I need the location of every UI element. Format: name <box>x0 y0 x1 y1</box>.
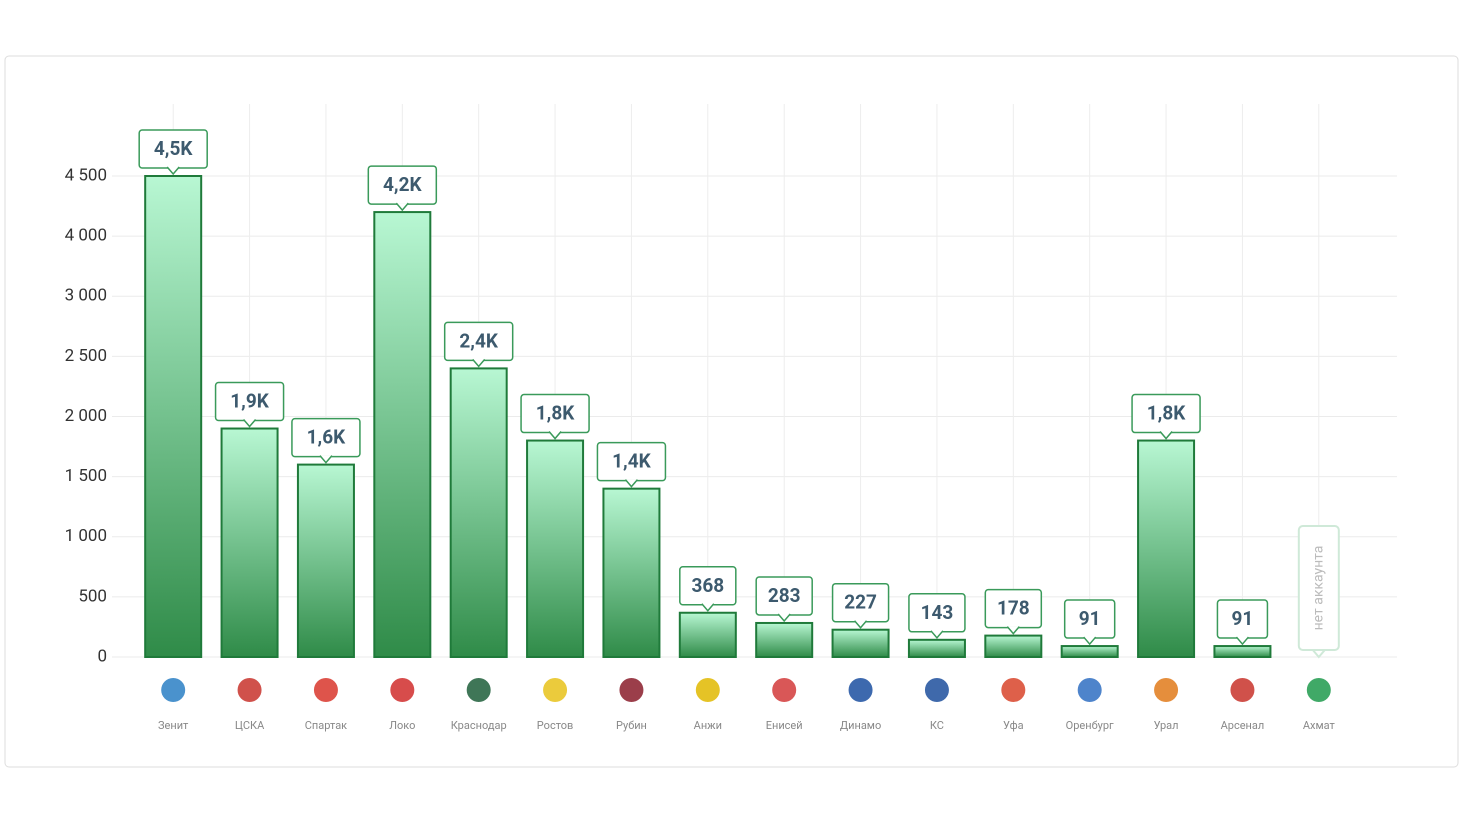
value-label-pointer <box>319 455 333 464</box>
team-logo <box>848 678 873 702</box>
value-label-pointer <box>472 358 486 368</box>
y-tick-label: 0 <box>97 646 107 666</box>
y-tick-label: 3 000 <box>65 286 107 306</box>
value-label-pointer <box>166 166 180 176</box>
value-label-pointer <box>1235 636 1250 646</box>
y-tick-label: 1 500 <box>65 466 107 486</box>
team-logo <box>237 678 262 702</box>
x-tick-label: Локо <box>389 719 415 732</box>
annotation-pointer <box>1310 649 1327 659</box>
value-label: 1,6K <box>307 426 346 449</box>
bar <box>907 638 966 659</box>
bar <box>220 427 279 658</box>
x-tick-label: Рубин <box>616 719 647 732</box>
annotation: нет аккаунта <box>1297 525 1340 659</box>
value-label-pointer <box>1006 626 1020 635</box>
bar <box>1137 439 1196 658</box>
bar <box>831 628 890 658</box>
x-tick-label: Зенит <box>158 719 189 732</box>
x-tick-label: Краснодар <box>451 719 507 732</box>
value-label: 4,5K <box>154 137 193 160</box>
value-label: 178 <box>997 597 1030 620</box>
team-logo <box>466 678 491 702</box>
value-label-pointer <box>624 479 639 488</box>
y-tick-label: 4 000 <box>65 226 107 246</box>
bar <box>526 439 585 658</box>
team-logo <box>1306 678 1331 702</box>
y-tick-label: 2 000 <box>65 406 107 426</box>
bar <box>449 367 508 658</box>
y-tick-label: 4 500 <box>65 165 107 185</box>
bar <box>373 211 432 658</box>
value-label: 2,4K <box>459 329 498 352</box>
value-label: 91 <box>1079 607 1101 630</box>
bar <box>1060 645 1119 659</box>
x-tick-label: Спартак <box>305 719 347 732</box>
team-logo <box>1230 678 1255 702</box>
y-tick-label: 1 000 <box>65 526 107 546</box>
y-tick-label: 500 <box>78 586 107 606</box>
x-tick-label: Арсенал <box>1221 719 1265 732</box>
x-tick-label: Динамо <box>840 719 881 732</box>
team-logo <box>695 678 720 702</box>
value-label: 1,8K <box>536 402 575 425</box>
value-label: 368 <box>691 574 724 597</box>
team-logo <box>313 678 338 702</box>
team-logo <box>1001 678 1026 702</box>
value-label: 4,2K <box>383 173 422 196</box>
team-logo <box>1077 678 1102 702</box>
value-label: 227 <box>844 591 877 614</box>
value-label-pointer <box>242 419 257 428</box>
value-label: 1,8K <box>1147 402 1186 425</box>
team-logo <box>161 678 186 702</box>
bar <box>144 175 203 658</box>
value-label-pointer <box>395 202 409 212</box>
x-tick-label: Урал <box>1154 719 1179 732</box>
x-tick-label: Уфа <box>1003 719 1024 732</box>
value-label-pointer <box>930 630 944 639</box>
team-logo <box>1154 678 1179 702</box>
annotation-text: нет аккаунта <box>1311 546 1327 631</box>
x-tick-label: Ростов <box>537 719 574 732</box>
team-logo <box>543 678 568 702</box>
x-tick-label: Ахмат <box>1303 719 1336 732</box>
y-tick-label: 2 500 <box>65 346 107 366</box>
bar <box>296 463 355 658</box>
value-label: 283 <box>768 584 801 607</box>
value-label: 91 <box>1232 607 1254 630</box>
bar <box>1213 645 1272 659</box>
value-label-pointer <box>777 613 791 623</box>
x-tick-label: Енисей <box>766 719 803 732</box>
value-label-pointer <box>853 620 868 629</box>
value-label-pointer <box>1159 431 1173 440</box>
x-tick-label: ЦСКА <box>235 719 265 732</box>
bar <box>755 621 814 658</box>
x-tick-label: Анжи <box>694 719 722 732</box>
x-tick-label: КС <box>930 719 944 732</box>
value-label: 1,4K <box>612 450 651 473</box>
team-logo <box>924 678 949 702</box>
value-label-pointer <box>548 431 562 440</box>
bar <box>984 634 1043 659</box>
team-logo <box>390 678 415 702</box>
bar <box>678 611 737 658</box>
bar <box>602 487 661 658</box>
x-tick-label: Оренбург <box>1066 719 1114 732</box>
value-label-pointer <box>701 603 715 612</box>
team-logo <box>772 678 797 702</box>
team-logo <box>619 678 644 702</box>
value-label-pointer <box>1083 636 1097 646</box>
card <box>4 55 1459 768</box>
value-label: 143 <box>921 601 954 624</box>
value-label: 1,9K <box>230 390 269 413</box>
